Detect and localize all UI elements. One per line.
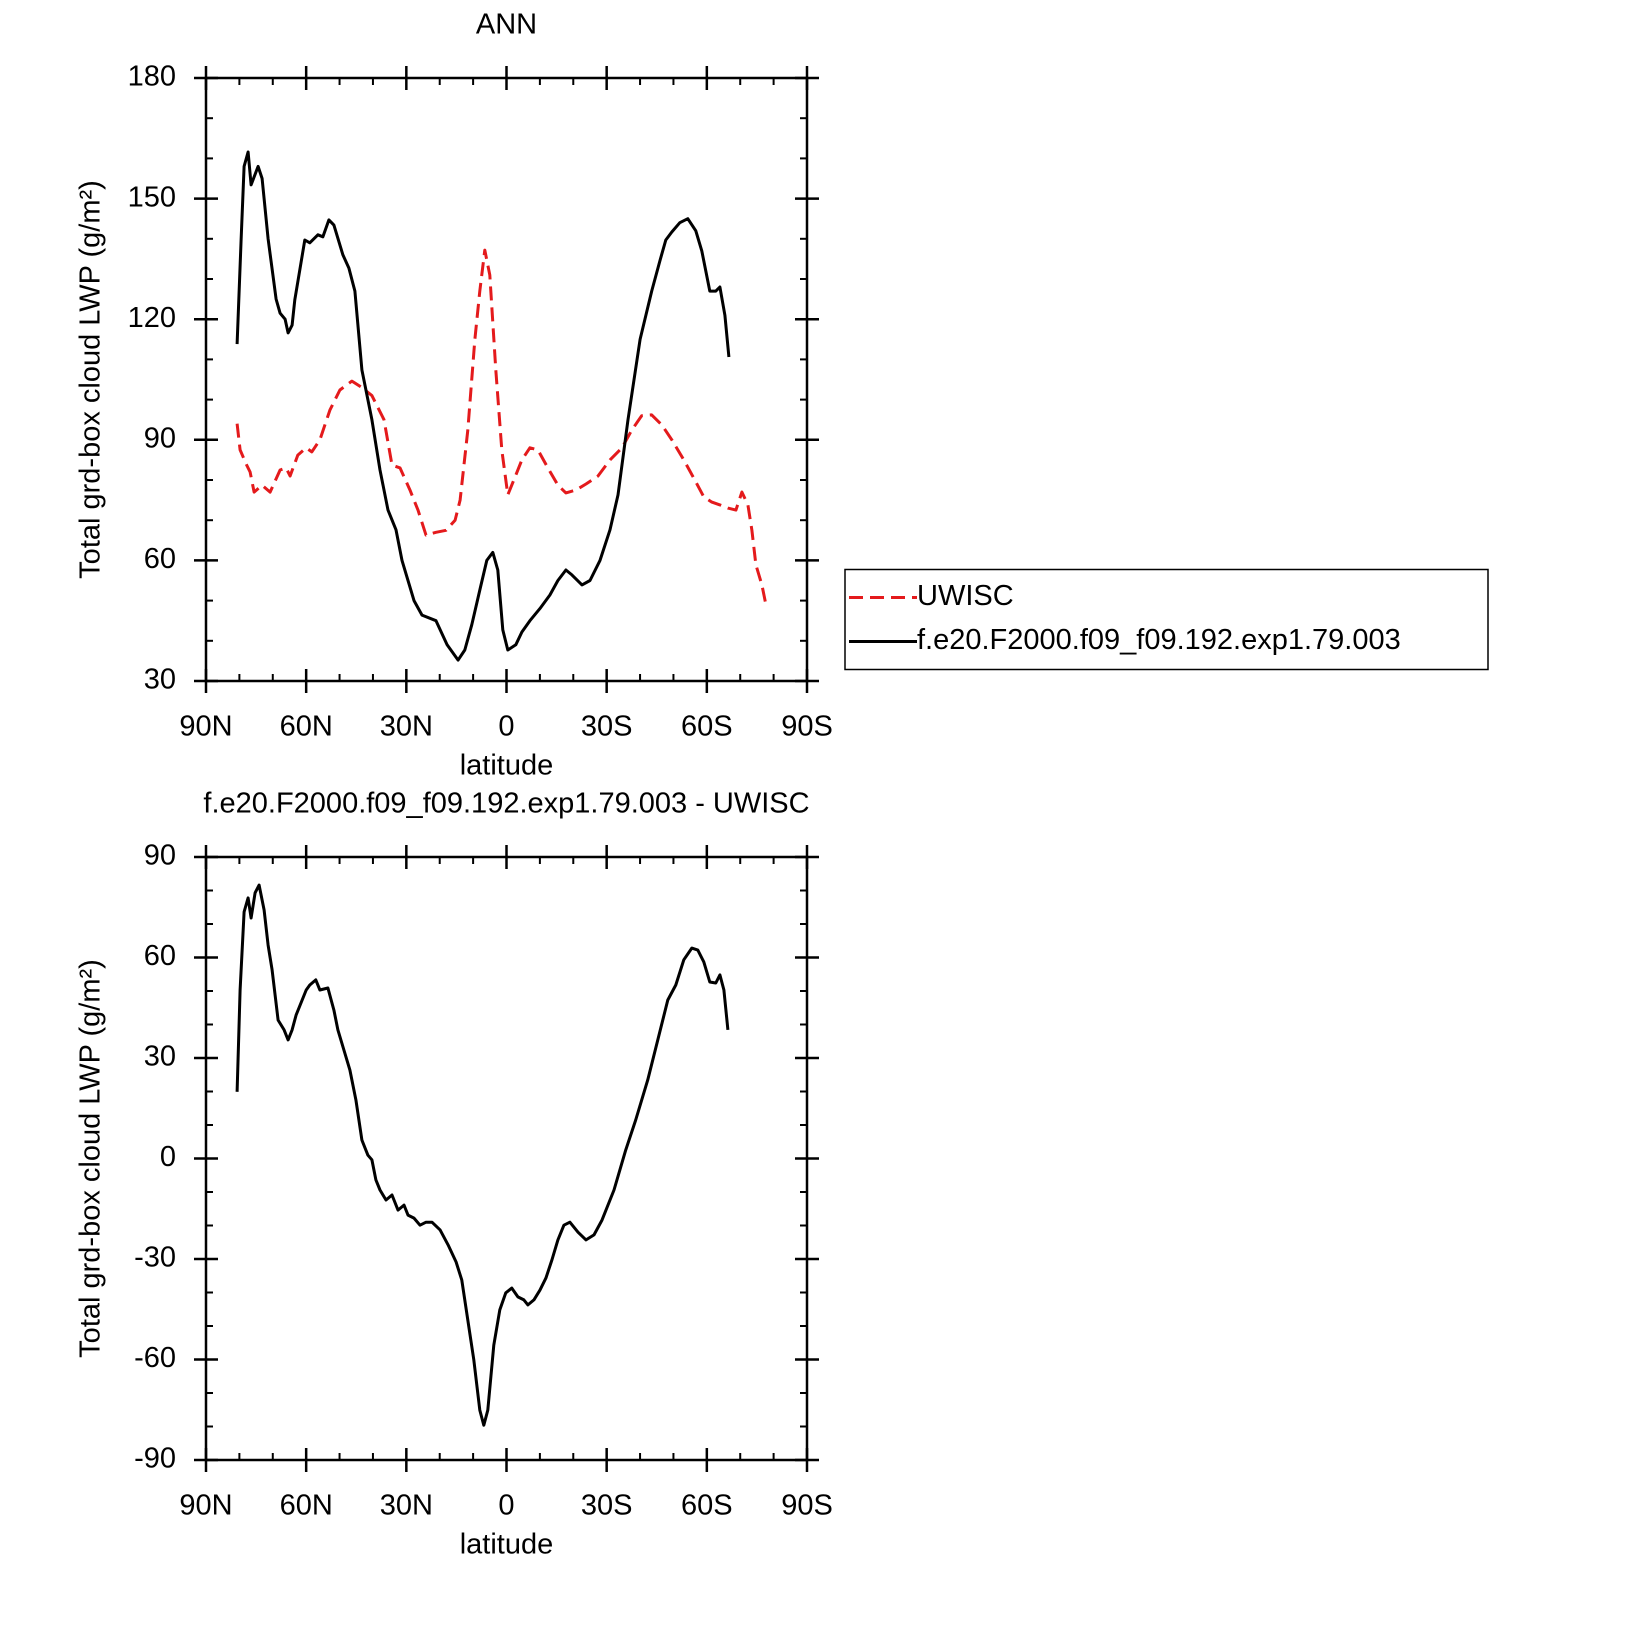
- series-line: [235, 150, 731, 662]
- y-tick-label: -60: [134, 1342, 176, 1374]
- plot-frame: [204, 76, 809, 683]
- x-tick-label: 30N: [380, 1490, 433, 1522]
- plot-frame: [204, 855, 809, 1462]
- x-tick-label: 60S: [681, 711, 733, 743]
- chart-title: ANN: [476, 9, 537, 41]
- x-tick-label: 60N: [280, 711, 333, 743]
- x-tick-label: 0: [498, 711, 514, 743]
- y-tick-label: 90: [144, 840, 176, 872]
- x-tick-label: 30S: [581, 1490, 633, 1522]
- y-tick-label: -30: [134, 1242, 176, 1274]
- legend-label: UWISC: [917, 580, 1014, 612]
- x-tick-label: 60S: [681, 1490, 733, 1522]
- chart-title: f.e20.F2000.f09_f09.192.exp1.79.003 - UW…: [203, 788, 809, 820]
- x-tick-label: 30N: [380, 711, 433, 743]
- x-axis-label: latitude: [460, 750, 554, 782]
- legend-label: f.e20.F2000.f09_f09.192.exp1.79.003: [917, 624, 1401, 656]
- y-tick-label: 30: [144, 1041, 176, 1073]
- y-tick-label: -90: [134, 1443, 176, 1475]
- x-tick-label: 90N: [179, 1490, 232, 1522]
- y-tick-label: 90: [144, 422, 176, 454]
- y-tick-label: 150: [128, 181, 176, 213]
- y-tick-label: 180: [128, 61, 176, 93]
- x-tick-label: 90S: [781, 1490, 833, 1522]
- series-line: [235, 248, 768, 605]
- x-tick-label: 90S: [781, 711, 833, 743]
- y-tick-label: 60: [144, 940, 176, 972]
- y-tick-label: 60: [144, 543, 176, 575]
- y-tick-label: 0: [160, 1141, 176, 1173]
- y-axis-label: Total grd-box cloud LWP (g/m²): [75, 959, 107, 1358]
- y-axis-label: Total grd-box cloud LWP (g/m²): [75, 180, 107, 579]
- y-tick-label: 120: [128, 302, 176, 334]
- x-axis-label: latitude: [460, 1529, 554, 1561]
- series-line: [235, 883, 730, 1427]
- x-tick-label: 60N: [280, 1490, 333, 1522]
- y-tick-label: 30: [144, 664, 176, 696]
- x-tick-label: 0: [498, 1490, 514, 1522]
- legend-box: [844, 568, 1489, 671]
- x-tick-label: 90N: [179, 711, 232, 743]
- x-tick-label: 30S: [581, 711, 633, 743]
